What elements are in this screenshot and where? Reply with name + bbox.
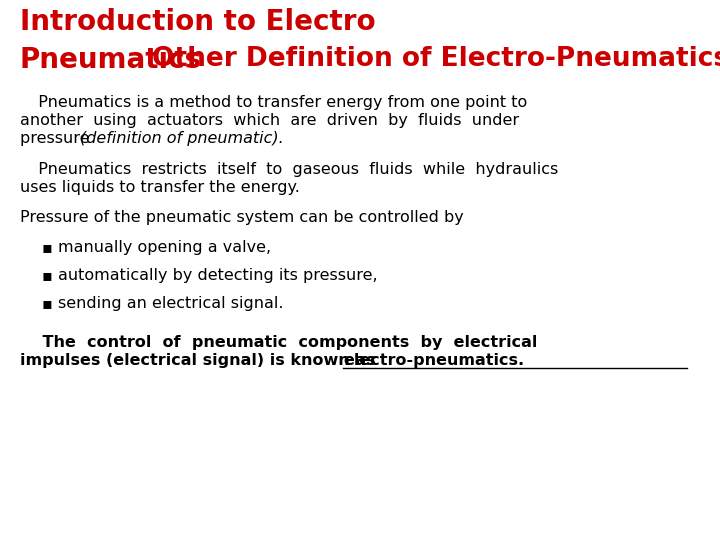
Text: ▪: ▪ [42, 240, 53, 255]
Text: Introduction to Electro: Introduction to Electro [20, 8, 376, 36]
Text: ▪: ▪ [42, 268, 53, 283]
Text: Pneumatics is a method to transfer energy from one point to: Pneumatics is a method to transfer energ… [28, 95, 527, 110]
Text: Other Definition of Electro-Pneumatics: Other Definition of Electro-Pneumatics [152, 46, 720, 72]
Text: manually opening a valve,: manually opening a valve, [58, 240, 271, 255]
Text: Pneumatics  restricts  itself  to  gaseous  fluids  while  hydraulics: Pneumatics restricts itself to gaseous f… [28, 162, 558, 177]
Text: automatically by detecting its pressure,: automatically by detecting its pressure, [58, 268, 377, 283]
Point [338, 364, 347, 371]
Text: pressure: pressure [20, 131, 94, 146]
Point [683, 364, 691, 371]
Text: another  using  actuators  which  are  driven  by  fluids  under: another using actuators which are driven… [20, 113, 519, 128]
Text: The  control  of  pneumatic  components  by  electrical: The control of pneumatic components by e… [20, 335, 537, 350]
Text: electro-pneumatics.: electro-pneumatics. [343, 353, 524, 368]
Text: impulses (electrical signal) is known as: impulses (electrical signal) is known as [20, 353, 382, 368]
Text: sending an electrical signal.: sending an electrical signal. [58, 296, 284, 311]
Text: uses liquids to transfer the energy.: uses liquids to transfer the energy. [20, 180, 300, 195]
Text: (definition of pneumatic).: (definition of pneumatic). [80, 131, 284, 146]
Text: Pneumatics: Pneumatics [20, 46, 202, 74]
Text: ▪: ▪ [42, 296, 53, 311]
Text: Pressure of the pneumatic system can be controlled by: Pressure of the pneumatic system can be … [20, 210, 464, 225]
